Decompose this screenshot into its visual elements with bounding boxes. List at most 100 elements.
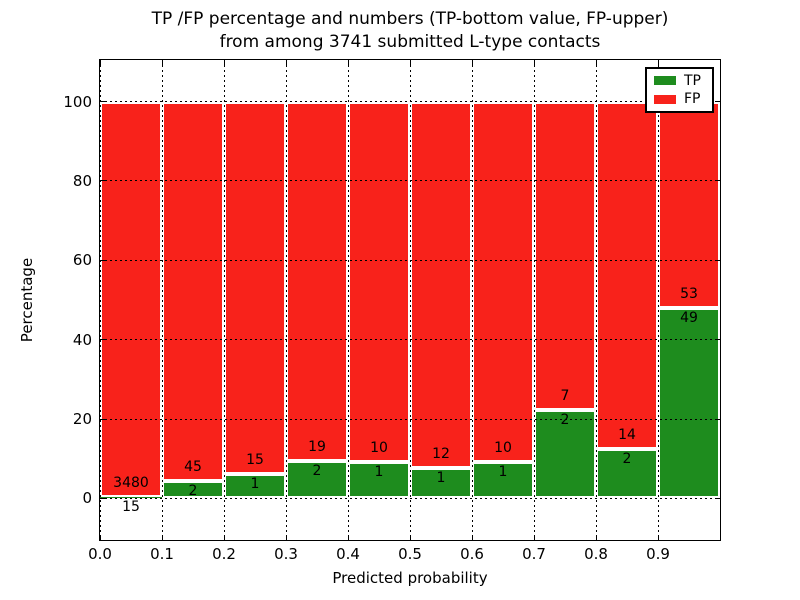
x-tick-bottom bbox=[409, 535, 411, 540]
gridline-vertical bbox=[285, 60, 287, 540]
bar-segment-fp bbox=[658, 101, 720, 308]
x-tick-top bbox=[533, 60, 535, 65]
x-tick-top bbox=[471, 60, 473, 65]
gridline-vertical bbox=[223, 60, 225, 540]
x-tick-top bbox=[657, 60, 659, 65]
x-tick-top bbox=[409, 60, 411, 65]
x-tick-bottom bbox=[471, 535, 473, 540]
bar-segment-tp bbox=[162, 481, 224, 499]
gridline-vertical bbox=[471, 60, 473, 540]
bar-label-fp: 19 bbox=[308, 438, 326, 455]
y-tick-left bbox=[100, 339, 105, 341]
bar-segment-fp bbox=[472, 101, 534, 463]
bar-label-fp: 3480 bbox=[113, 474, 149, 491]
bar-segment-fp bbox=[348, 101, 410, 463]
bar-label-fp: 14 bbox=[618, 426, 636, 443]
y-tick-left bbox=[100, 418, 105, 420]
bar-segment-fp bbox=[410, 101, 472, 468]
x-tick-label: 0.0 bbox=[88, 545, 112, 563]
y-tick-right bbox=[715, 180, 720, 182]
y-tick-label: 60 bbox=[72, 251, 92, 270]
bar-segment-tp bbox=[472, 462, 534, 499]
gridline-vertical bbox=[161, 60, 163, 540]
bar-label-tp: 2 bbox=[188, 483, 198, 500]
x-tick-top bbox=[347, 60, 349, 65]
x-tick-bottom bbox=[99, 535, 101, 540]
bar-label-fp: 53 bbox=[680, 285, 698, 302]
y-tick-left bbox=[100, 497, 105, 499]
x-tick-bottom bbox=[347, 535, 349, 540]
legend-swatch-tp bbox=[654, 76, 676, 86]
y-tick-left bbox=[100, 101, 105, 103]
x-tick-bottom bbox=[533, 535, 535, 540]
x-tick-top bbox=[285, 60, 287, 65]
bar-segment-fp bbox=[534, 101, 596, 411]
bar-label-fp: 10 bbox=[494, 440, 512, 457]
x-tick-bottom bbox=[657, 535, 659, 540]
x-tick-label: 0.9 bbox=[646, 545, 670, 563]
x-tick-top bbox=[99, 60, 101, 65]
x-tick-label: 0.3 bbox=[274, 545, 298, 563]
x-tick-label: 0.8 bbox=[584, 545, 608, 563]
plot-area: 3480 15 45 2 15 1 19 2 10 1 12 1 10 1 7 2 14 2 53 49 bbox=[99, 59, 721, 541]
bar-segment-tp bbox=[348, 462, 410, 499]
gridline-vertical bbox=[595, 60, 597, 540]
x-tick-bottom bbox=[161, 535, 163, 540]
bar-segment-fp bbox=[100, 101, 162, 497]
x-tick-label: 0.6 bbox=[460, 545, 484, 563]
x-tick-label: 0.1 bbox=[150, 545, 174, 563]
bar-label-tp: 1 bbox=[374, 464, 384, 481]
bar-segment-tp bbox=[534, 410, 596, 499]
y-tick-label: 100 bbox=[63, 92, 92, 111]
chart-title: TP /FP percentage and numbers (TP-bottom… bbox=[100, 8, 720, 54]
bar-label-fp: 10 bbox=[370, 440, 388, 457]
legend-swatch-fp bbox=[654, 94, 676, 104]
y-tick-right bbox=[715, 259, 720, 261]
legend-label-fp: FP bbox=[684, 91, 701, 108]
bar-label-tp: 1 bbox=[436, 469, 446, 486]
bar-segment-tp bbox=[596, 448, 658, 499]
gridline-vertical bbox=[347, 60, 349, 540]
x-tick-top bbox=[161, 60, 163, 65]
legend-label-tp: TP bbox=[684, 72, 701, 89]
bar-label-tp: 49 bbox=[680, 309, 698, 326]
bar-segment-tp bbox=[286, 460, 348, 499]
x-axis-label: Predicted probability bbox=[332, 569, 488, 587]
x-tick-bottom bbox=[223, 535, 225, 540]
x-tick-bottom bbox=[595, 535, 597, 540]
bar-label-fp: 12 bbox=[432, 445, 450, 462]
y-tick-left bbox=[100, 180, 105, 182]
gridline-vertical bbox=[657, 60, 659, 540]
bar-label-fp: 45 bbox=[184, 459, 202, 476]
gridline-vertical bbox=[99, 60, 101, 540]
bar-segment-fp bbox=[286, 101, 348, 461]
gridline-vertical bbox=[533, 60, 535, 540]
bar-label-fp: 15 bbox=[246, 451, 264, 468]
bar-label-tp: 2 bbox=[312, 462, 322, 479]
y-tick-right bbox=[715, 418, 720, 420]
y-tick-label: 20 bbox=[72, 410, 92, 428]
legend: TP FP bbox=[645, 67, 714, 113]
bar-segment-fp bbox=[224, 101, 286, 474]
y-tick-right bbox=[715, 497, 720, 499]
gridline-vertical bbox=[409, 60, 411, 540]
x-tick-bottom bbox=[285, 535, 287, 540]
bar-label-fp: 7 bbox=[560, 388, 570, 405]
bar-segment-tp bbox=[410, 467, 472, 499]
chart-title-line1: TP /FP percentage and numbers (TP-bottom… bbox=[151, 9, 669, 29]
legend-entry-fp: FP bbox=[647, 92, 712, 106]
y-tick-label: 0 bbox=[82, 489, 92, 508]
bar-segment-fp bbox=[596, 101, 658, 449]
y-axis-label: Percentage bbox=[18, 257, 36, 343]
bar-segment-tp bbox=[100, 496, 162, 499]
y-tick-left bbox=[100, 259, 105, 261]
chart-title-line2: from among 3741 submitted L-type contact… bbox=[219, 32, 601, 52]
y-tick-label: 40 bbox=[72, 330, 92, 349]
bar-label-tp: 2 bbox=[622, 450, 632, 467]
x-tick-top bbox=[595, 60, 597, 65]
bar-label-tp: 15 bbox=[122, 498, 140, 515]
x-tick-label: 0.7 bbox=[522, 545, 546, 563]
bar-segment-tp bbox=[658, 307, 720, 499]
x-tick-label: 0.2 bbox=[212, 545, 236, 563]
